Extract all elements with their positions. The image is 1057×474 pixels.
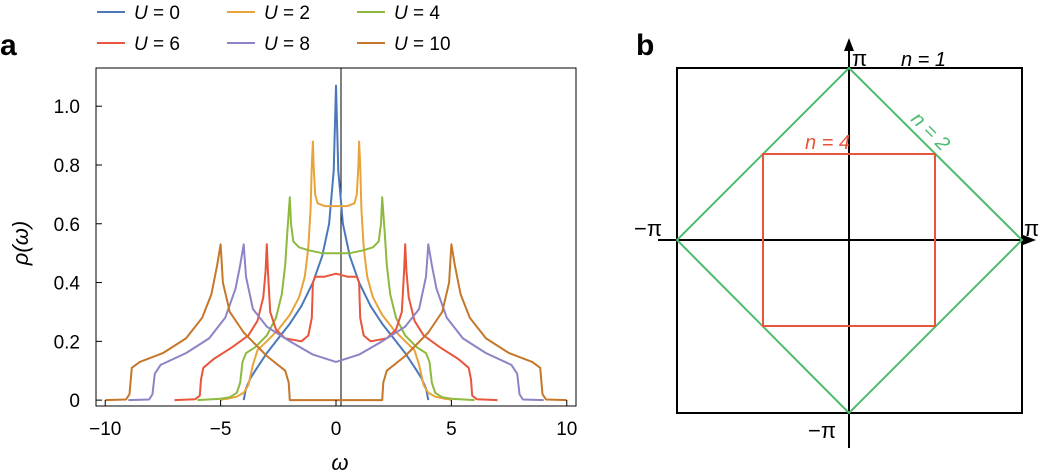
legend-label: U = 0 <box>134 3 180 24</box>
series-line-u2 <box>220 140 452 402</box>
contour-n1-label: n = 1 <box>901 49 946 71</box>
ky-top-label: π <box>852 46 867 71</box>
contour-n4-square <box>762 153 936 327</box>
y-tick-label: 0.2 <box>54 332 80 353</box>
x-tick-label: −5 <box>210 419 232 440</box>
panel-a-label: a <box>0 29 17 62</box>
y-axis-label: ρ(ω) <box>8 221 33 266</box>
series-line-u10 <box>105 243 567 402</box>
panel-a-chart: −10 −5 0 5 10 0 0.2 0.4 0.6 0.8 1.0 ω ρ(ω) <box>8 67 577 474</box>
x-tick-label: −10 <box>89 419 121 440</box>
kx-left-label: −π <box>634 216 662 241</box>
legend-label: U = 6 <box>134 34 180 55</box>
series-line-u4 <box>197 196 475 402</box>
y-tick-label: 1.0 <box>54 97 80 118</box>
x-tick-label: 0 <box>331 419 342 440</box>
legend-label: U = 8 <box>264 34 310 55</box>
y-tick-label: 0.6 <box>54 215 80 236</box>
panel-b-label: b <box>636 29 654 62</box>
y-ticks: 0 0.2 0.4 0.6 0.8 1.0 <box>54 97 102 412</box>
series-layer <box>105 84 567 402</box>
series-line-u0 <box>242 84 430 401</box>
ky-axis-arrow-icon <box>844 38 854 51</box>
series-line-u6 <box>174 243 498 402</box>
contour-n2-diamond <box>675 66 1024 415</box>
legend-label: U = 10 <box>394 34 451 55</box>
x-axis-label: ω <box>331 450 348 474</box>
legend: U = 0 U = 2 U = 4 U = 6 U = 8 U = 10 <box>97 3 451 55</box>
legend-label: U = 4 <box>394 3 440 24</box>
x-tick-label: 5 <box>446 419 457 440</box>
legend-label: U = 2 <box>264 3 310 24</box>
y-tick-label: 0.8 <box>54 156 80 177</box>
contour-n4-label: n = 4 <box>805 132 850 154</box>
ky-bottom-label: −π <box>808 418 836 443</box>
y-tick-label: 0 <box>69 391 80 412</box>
series-line-u8 <box>128 243 544 402</box>
y-tick-label: 0.4 <box>54 274 81 295</box>
kx-right-label: π <box>1024 216 1039 241</box>
x-ticks: −10 −5 0 5 10 <box>89 400 577 440</box>
panel-b-diagram: π −π −π π n = 1 n = 2 n = 4 <box>634 38 1039 448</box>
kx-axis-arrow-icon <box>1023 235 1036 245</box>
x-tick-label: 10 <box>556 419 577 440</box>
